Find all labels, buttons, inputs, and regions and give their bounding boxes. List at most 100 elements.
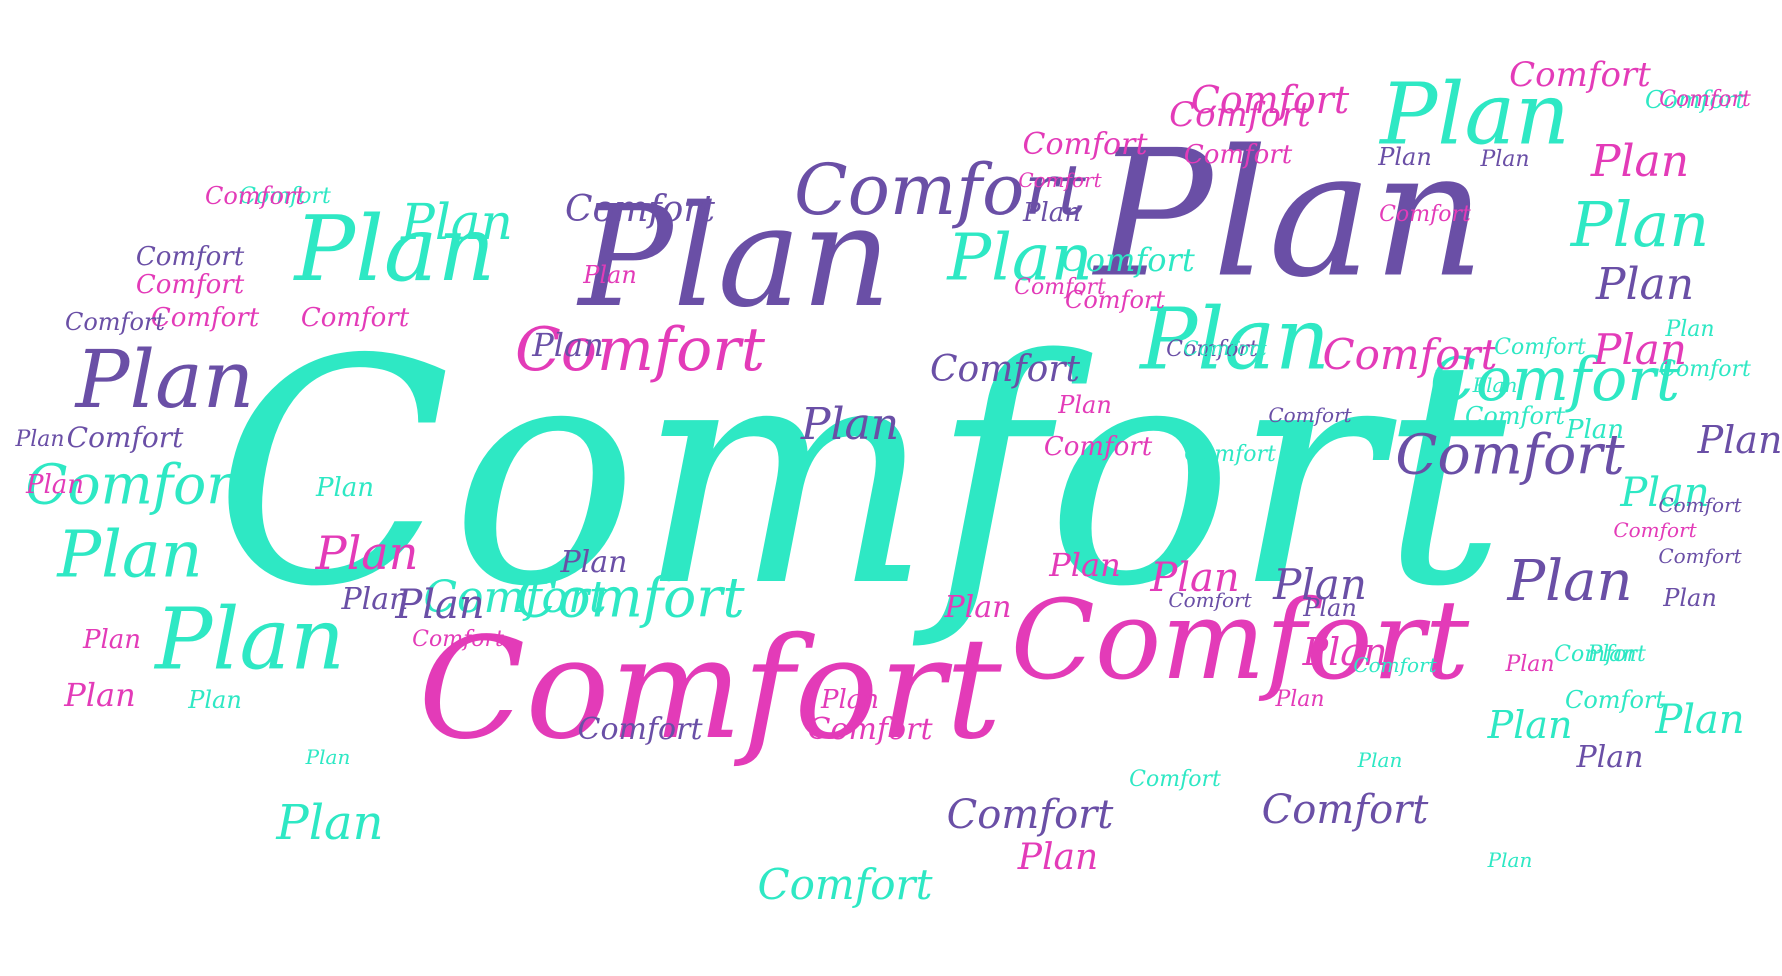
- word-comfort-fill: Comfort: [1353, 653, 1437, 677]
- word-comfort: Comfort: [794, 149, 1086, 231]
- word-comfort: Comfort: [214, 294, 1506, 655]
- word-comfort-small: Comfort: [1183, 140, 1293, 170]
- word-plan-fill: Plan: [1275, 687, 1325, 712]
- word-plan-fill: Plan: [1487, 848, 1533, 872]
- word-comfort-fill: Comfort: [1064, 286, 1166, 314]
- word-comfort-fill: Comfort: [1183, 336, 1267, 360]
- word-plan-fill: Plan: [1665, 317, 1715, 342]
- word-plan: Plan: [294, 197, 496, 302]
- word-comfort-fill: Comfort: [204, 182, 306, 210]
- word-comfort: Comfort: [1010, 576, 1470, 704]
- word-comfort: Comfort: [423, 572, 607, 623]
- word-plan-small: Plan: [820, 685, 880, 715]
- word-plan: Plan: [1049, 546, 1121, 584]
- word-comfort: Comfort: [577, 712, 703, 747]
- word-plan-fill: Plan: [1505, 652, 1555, 677]
- word-plan: Plan: [276, 795, 384, 851]
- word-plan: Plan: [1273, 560, 1367, 609]
- word-plan: Plan: [1380, 65, 1570, 165]
- word-comfort: Comfort: [1261, 787, 1429, 833]
- word-plan: Plan: [1140, 290, 1330, 390]
- word-plan-small: Plan: [1587, 642, 1637, 667]
- word-plan-fill: Plan: [1357, 748, 1403, 772]
- word-comfort: Comfort: [514, 315, 766, 385]
- word-comfort: Comfort: [757, 860, 933, 909]
- word-comfort-small: Comfort: [239, 184, 331, 209]
- word-comfort-fill: Comfort: [66, 421, 184, 454]
- word-plan: Plan: [155, 590, 345, 690]
- word-comfort-fill: Comfort: [135, 242, 245, 272]
- word-comfort: Comfort: [25, 452, 255, 517]
- word-plan: Plan: [57, 517, 203, 593]
- word-comfort: Comfort: [946, 792, 1114, 838]
- word-plan: Plan: [1595, 259, 1695, 310]
- word-plan: Plan: [1570, 188, 1710, 261]
- word-plan: Plan: [1590, 136, 1690, 187]
- word-plan: Plan: [315, 526, 419, 580]
- word-plan: Plan: [1094, 113, 1486, 317]
- word-plan: Plan: [395, 582, 485, 628]
- word-comfort-fill: Comfort: [150, 303, 260, 333]
- word-plan-fill: Plan: [305, 745, 351, 769]
- word-plan: Plan: [1593, 325, 1687, 374]
- word-comfort-small: Comfort: [1494, 335, 1586, 360]
- word-plan-small: Plan: [1663, 584, 1717, 612]
- word-comfort-small: Comfort: [1613, 518, 1697, 542]
- word-comfort-fill: Comfort: [1658, 493, 1742, 517]
- word-plan: Plan: [1150, 555, 1240, 601]
- word-comfort-small: Comfort: [1659, 357, 1751, 382]
- word-plan-fill: Plan: [1480, 147, 1530, 172]
- word-plan: Plan: [341, 582, 409, 617]
- word-plan: Plan: [401, 193, 513, 251]
- word-comfort: Comfort: [1322, 330, 1498, 379]
- word-comfort: Comfort: [807, 712, 933, 747]
- word-comfort-fill: Comfort: [1014, 275, 1106, 300]
- word-plan: Plan: [1302, 630, 1388, 674]
- word-plan-fill: Plan: [82, 625, 142, 655]
- word-comfort: Comfort: [1061, 241, 1195, 279]
- word-plan-small: Plan: [1378, 143, 1432, 171]
- word-plan-small: Plan: [1022, 198, 1082, 228]
- word-comfort-fill: Comfort: [135, 270, 245, 300]
- word-plan: Plan: [578, 176, 892, 339]
- word-comfort-small: Comfort: [564, 189, 716, 230]
- word-comfort-fill: Comfort: [1379, 202, 1471, 227]
- word-comfort: Comfort: [1429, 345, 1681, 415]
- word-comfort-small: Comfort: [1043, 432, 1153, 462]
- word-plan: Plan: [800, 399, 900, 450]
- word-comfort-small: Comfort: [1166, 337, 1258, 362]
- word-comfort-fill: Comfort: [1129, 767, 1221, 792]
- word-plan: Plan: [1655, 697, 1745, 743]
- word-comfort: Comfort: [1509, 55, 1651, 95]
- word-comfort-fill: Comfort: [1268, 403, 1352, 427]
- word-plan-small: Plan: [1576, 740, 1644, 775]
- word-comfort-fill: Comfort: [1184, 442, 1276, 467]
- word-comfort-fill: Comfort: [1659, 87, 1751, 112]
- word-plan-fill: Plan: [15, 427, 65, 452]
- word-plan-fill: Plan: [1472, 373, 1518, 397]
- word-comfort-small: Comfort: [412, 627, 504, 652]
- word-plan: Plan: [1487, 703, 1573, 747]
- word-plan: Plan: [583, 261, 637, 289]
- word-plan: Plan: [75, 333, 255, 426]
- word-plan-small: Plan: [1303, 594, 1357, 622]
- word-comfort: Comfort: [418, 608, 1002, 771]
- word-plan-fill: Plan: [188, 686, 242, 714]
- word-plan: Plan: [1697, 418, 1782, 462]
- word-comfort: Comfort: [515, 565, 745, 630]
- word-plan-small: Plan: [532, 326, 604, 364]
- word-comfort: Comfort: [1169, 95, 1311, 135]
- word-comfort-fill: Comfort: [1554, 642, 1646, 667]
- word-comfort-small: Comfort: [1464, 402, 1566, 430]
- word-plan-small: Plan: [944, 590, 1012, 625]
- word-comfort: Comfort: [1190, 78, 1350, 122]
- word-comfort: Comfort: [1022, 127, 1148, 162]
- word-plan: Plan: [1017, 837, 1099, 878]
- word-plan: Plan: [1620, 470, 1710, 516]
- word-comfort-fill: Comfort: [64, 308, 166, 336]
- word-plan-small: Plan: [1565, 415, 1625, 445]
- word-plan: Plan: [315, 473, 375, 503]
- word-comfort: Comfort: [929, 349, 1081, 390]
- word-comfort-small: Comfort: [1564, 686, 1666, 714]
